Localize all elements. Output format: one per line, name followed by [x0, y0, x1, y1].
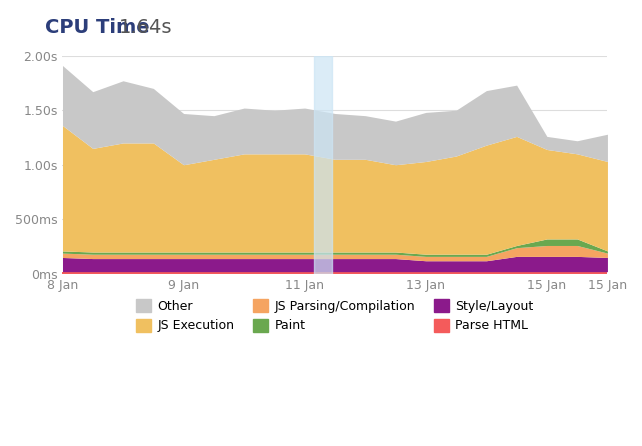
- Legend: Other, JS Execution, JS Parsing/Compilation, Paint, Style/Layout, Parse HTML: Other, JS Execution, JS Parsing/Compilat…: [132, 294, 539, 337]
- Text: CPU Time: CPU Time: [45, 18, 150, 37]
- Text: 1.64s: 1.64s: [119, 18, 172, 37]
- Bar: [314, 56, 332, 274]
